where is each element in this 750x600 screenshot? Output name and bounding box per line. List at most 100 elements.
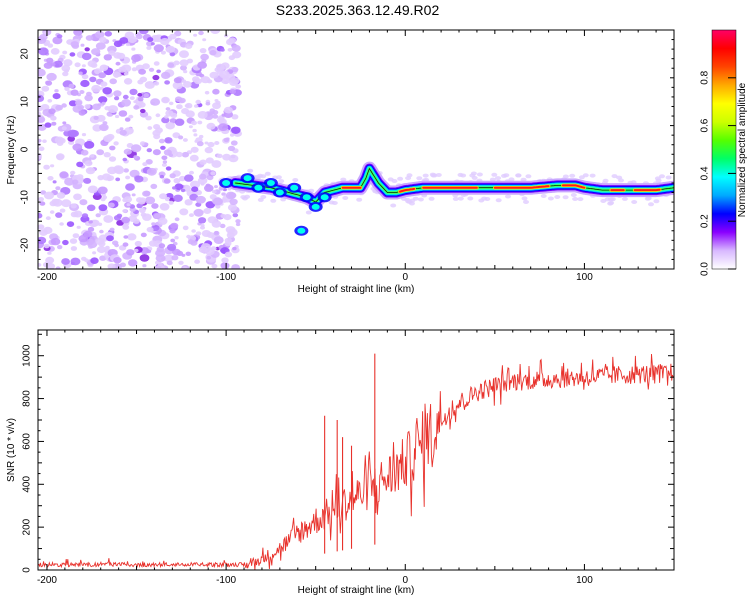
- noise-blob: [197, 120, 203, 125]
- noise-blob: [56, 34, 63, 39]
- halo-blob: [257, 197, 264, 202]
- noise-blob: [122, 198, 128, 203]
- noise-blob: [220, 213, 226, 219]
- noise-blob: [176, 250, 184, 256]
- ridge-blob-core: [254, 184, 263, 191]
- noise-blob: [131, 193, 136, 197]
- halo-blob: [457, 196, 464, 201]
- noise-blob: [170, 238, 176, 243]
- noise-blob: [173, 178, 181, 184]
- halo-blob: [356, 197, 363, 202]
- noise-blob: [121, 216, 130, 224]
- x-tick-label: -100: [216, 272, 236, 283]
- noise-blob: [38, 111, 42, 117]
- noise-blob: [89, 76, 97, 83]
- noise-blob: [210, 30, 221, 34]
- noise-blob: [231, 114, 239, 120]
- noise-blob: [182, 138, 188, 142]
- noise-blob: [87, 185, 98, 194]
- noise-blob: [235, 222, 241, 227]
- halo-blob: [428, 196, 435, 201]
- noise-blob: [51, 198, 60, 205]
- noise-blob: [95, 42, 106, 50]
- noise-blob: [153, 61, 160, 66]
- noise-blob: [155, 254, 166, 262]
- spectrogram-area: [38, 30, 674, 269]
- halo-blob: [653, 199, 660, 204]
- noise-blob: [147, 37, 154, 42]
- noise-blob: [191, 120, 197, 126]
- noise-blob: [114, 243, 119, 248]
- noise-blob: [157, 262, 163, 266]
- noise-blob: [160, 145, 166, 150]
- noise-blob: [136, 197, 144, 203]
- noise-blob: [170, 222, 179, 229]
- noise-blob: [160, 50, 166, 55]
- noise-blob: [109, 227, 115, 232]
- noise-blob: [93, 115, 99, 120]
- noise-blob: [81, 64, 86, 68]
- ridge-hot-core: [398, 187, 416, 193]
- noise-blob: [151, 222, 156, 226]
- noise-blob: [188, 125, 193, 129]
- halo-blob: [607, 201, 614, 206]
- noise-blob: [38, 154, 42, 160]
- noise-blob: [78, 234, 89, 243]
- noise-blob: [162, 160, 168, 164]
- y-tick-label: 20: [20, 48, 31, 60]
- halo-blob: [495, 198, 502, 203]
- noise-blob: [91, 84, 101, 93]
- noise-blob: [161, 163, 167, 167]
- noise-blob: [83, 177, 92, 184]
- noise-blob: [56, 192, 66, 199]
- y-axis-label: SNR (10 * v/v): [6, 418, 17, 482]
- noise-blob: [159, 174, 165, 179]
- noise-blob: [228, 55, 236, 61]
- y-tick-label: 800: [22, 390, 33, 407]
- noise-blob: [73, 193, 82, 201]
- noise-blob: [62, 121, 67, 125]
- noise-blob: [145, 115, 152, 121]
- halo-blob: [460, 173, 467, 178]
- noise-blob: [81, 213, 89, 219]
- noise-blob: [189, 213, 194, 218]
- halo-blob: [655, 178, 662, 183]
- noise-blob: [180, 65, 187, 71]
- x-tick-label: -100: [216, 575, 236, 586]
- noise-blob: [78, 110, 86, 116]
- noise-blob: [70, 89, 79, 96]
- noise-blob: [119, 127, 124, 131]
- noise-blob: [173, 194, 183, 202]
- noise-blob: [229, 79, 239, 86]
- noise-blob: [195, 99, 201, 105]
- noise-blob: [230, 140, 238, 146]
- noise-blob: [80, 149, 89, 156]
- halo-blob: [467, 196, 474, 201]
- halo-blob: [469, 173, 476, 178]
- noise-blob: [98, 204, 108, 212]
- noise-blob: [172, 186, 177, 190]
- noise-blob: [80, 79, 90, 88]
- noise-blob: [235, 84, 242, 89]
- noise-blob: [45, 80, 53, 86]
- noise-blob: [102, 87, 112, 95]
- noise-blob: [99, 123, 109, 132]
- noise-blob: [69, 52, 76, 57]
- noise-blob: [157, 217, 168, 225]
- noise-blob: [227, 187, 232, 191]
- halo-blob: [600, 199, 607, 203]
- noise-blob: [138, 68, 147, 75]
- y-tick-label: 1000: [22, 344, 33, 367]
- noise-blob: [171, 255, 179, 261]
- noise-blob: [190, 180, 201, 189]
- noise-blob: [186, 234, 191, 239]
- halo-blob: [305, 210, 312, 215]
- noise-blob: [64, 86, 70, 91]
- noise-blob: [76, 161, 84, 168]
- noise-blob: [70, 257, 81, 266]
- noise-blob: [211, 220, 222, 228]
- noise-blob: [43, 243, 50, 249]
- noise-blob: [206, 255, 212, 260]
- noise-blob: [223, 80, 229, 85]
- halo-blob: [416, 176, 423, 181]
